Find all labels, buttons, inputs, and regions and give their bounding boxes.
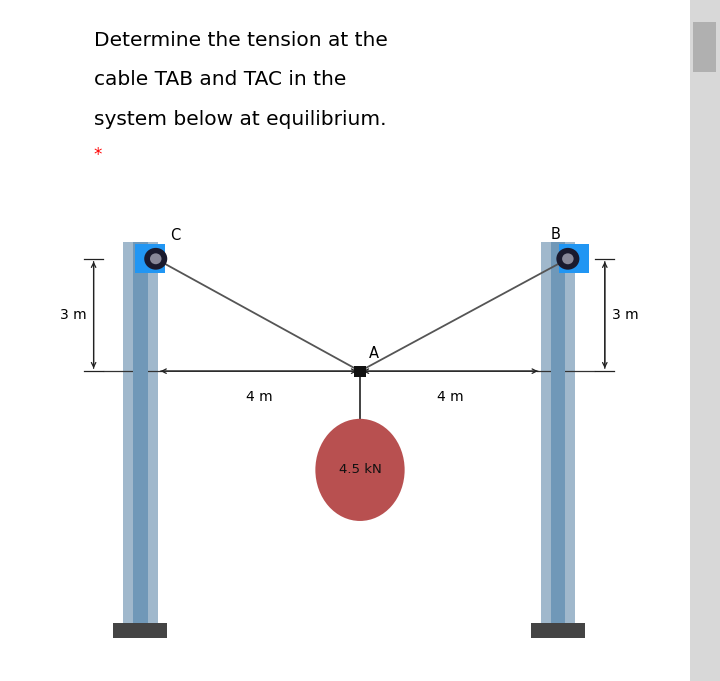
Bar xyxy=(123,242,158,623)
Bar xyxy=(559,244,589,273)
Bar xyxy=(354,366,366,377)
Text: A: A xyxy=(369,346,379,361)
Circle shape xyxy=(144,248,167,270)
Text: system below at equilibrium.: system below at equilibrium. xyxy=(94,110,386,129)
Bar xyxy=(133,242,148,623)
Text: 3 m: 3 m xyxy=(60,308,86,322)
Bar xyxy=(541,242,575,623)
Text: B: B xyxy=(550,227,560,242)
Text: 4 m: 4 m xyxy=(246,390,272,405)
Text: *: * xyxy=(94,146,102,163)
Text: C: C xyxy=(170,228,180,243)
Bar xyxy=(693,22,716,72)
Circle shape xyxy=(150,253,161,264)
Text: 3 m: 3 m xyxy=(612,308,639,322)
Text: Determine the tension at the: Determine the tension at the xyxy=(94,31,387,50)
Circle shape xyxy=(562,253,574,264)
Bar xyxy=(531,623,585,638)
Text: 4 m: 4 m xyxy=(437,390,464,405)
Bar xyxy=(551,242,565,623)
Bar xyxy=(114,623,167,638)
Text: cable TAB and TAC in the: cable TAB and TAC in the xyxy=(94,70,346,89)
Bar xyxy=(690,0,720,681)
Ellipse shape xyxy=(315,419,405,521)
Bar xyxy=(135,244,165,273)
Text: 4.5 kN: 4.5 kN xyxy=(338,463,382,477)
Circle shape xyxy=(557,248,580,270)
